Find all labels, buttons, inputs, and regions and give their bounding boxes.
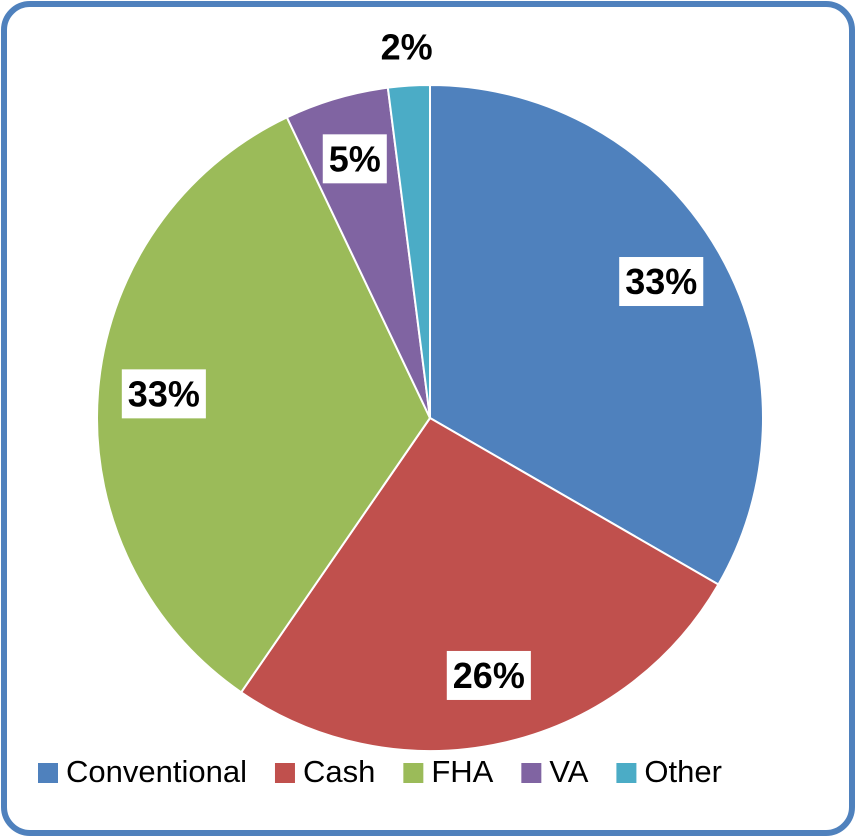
legend-label: Cash: [303, 754, 375, 789]
data-label-group: 5%: [322, 134, 387, 184]
legend-label: Conventional: [66, 754, 247, 789]
data-label: 33%: [128, 373, 200, 414]
legend-swatch: [616, 763, 637, 783]
legend-swatch: [403, 763, 424, 783]
pie-slice: [239, 416, 720, 752]
data-label: 5%: [329, 138, 381, 179]
legend-label: VA: [549, 754, 588, 789]
data-label-bg: [374, 22, 439, 72]
legend-swatch: [274, 763, 295, 783]
pie-slice: [386, 83, 431, 419]
data-label-bg: [446, 650, 531, 700]
pie-slice: [96, 115, 432, 694]
data-label-group: 33%: [121, 369, 206, 419]
data-label-group: 33%: [619, 257, 704, 307]
data-label: 26%: [453, 655, 525, 696]
data-label-bg: [121, 369, 206, 419]
pie-slice: [429, 83, 764, 586]
data-label-group: 2%: [374, 22, 439, 72]
data-label: 33%: [625, 261, 697, 302]
data-label-bg: [619, 257, 704, 307]
legend-label: Other: [644, 754, 722, 789]
legend-swatch: [521, 763, 542, 783]
data-label: 2%: [381, 26, 433, 67]
legend-label: FHA: [431, 754, 493, 789]
legend-swatch: [38, 763, 58, 783]
data-label-group: 26%: [446, 650, 531, 700]
data-label-bg: [322, 134, 387, 184]
